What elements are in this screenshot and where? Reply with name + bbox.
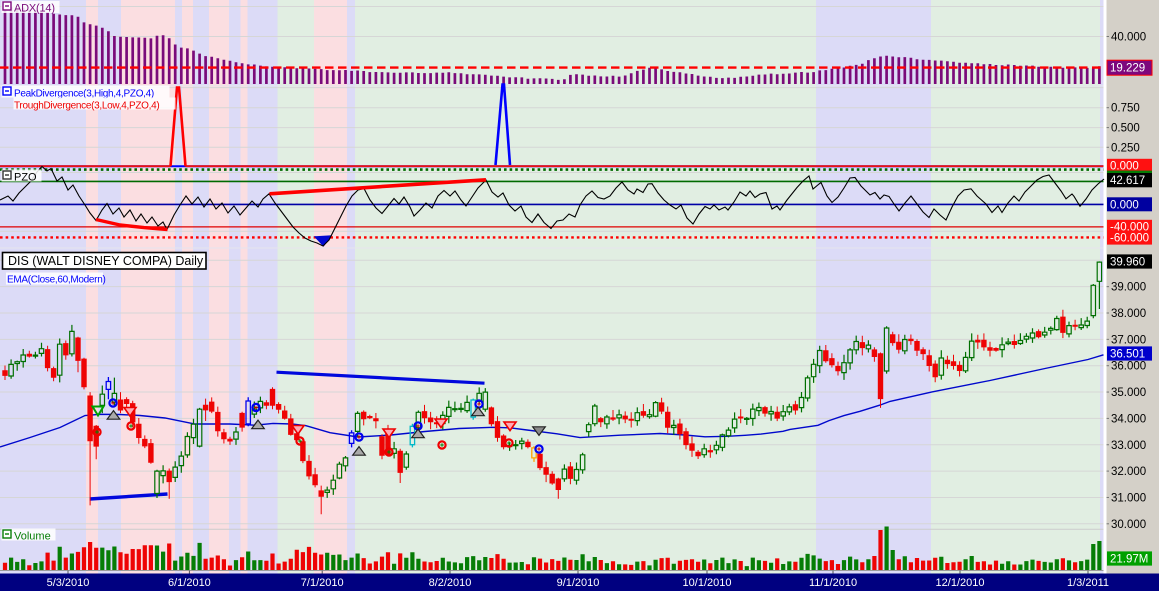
svg-text:36.000: 36.000 bbox=[1111, 361, 1146, 373]
svg-text:0.500: 0.500 bbox=[1111, 123, 1140, 135]
svg-text:EMA(Close,60,Modern): EMA(Close,60,Modern) bbox=[7, 275, 105, 286]
svg-text:-40.000: -40.000 bbox=[1110, 222, 1149, 234]
svg-text:40.000: 40.000 bbox=[1111, 32, 1146, 44]
svg-text:TroughDivergence(3,Low,4,PZO,4: TroughDivergence(3,Low,4,PZO,4) bbox=[14, 101, 159, 112]
svg-text:10/1/2010: 10/1/2010 bbox=[683, 577, 732, 589]
svg-text:DIS (WALT DISNEY COMPA) Daily: DIS (WALT DISNEY COMPA) Daily bbox=[8, 254, 204, 268]
svg-text:12/1/2010: 12/1/2010 bbox=[936, 577, 985, 589]
svg-text:32.000: 32.000 bbox=[1111, 466, 1146, 478]
svg-text:1/3/2011: 1/3/2011 bbox=[1067, 577, 1109, 589]
svg-text:PeakDivergence(3,High,4,PZO,4): PeakDivergence(3,High,4,PZO,4) bbox=[14, 89, 154, 100]
svg-text:5/3/2010: 5/3/2010 bbox=[47, 577, 90, 589]
svg-text:31.000: 31.000 bbox=[1111, 492, 1146, 504]
svg-text:39.960: 39.960 bbox=[1110, 257, 1145, 269]
svg-text:Volume: Volume bbox=[14, 531, 51, 543]
svg-text:7/1/2010: 7/1/2010 bbox=[301, 577, 344, 589]
svg-text:0.000: 0.000 bbox=[1110, 161, 1139, 173]
svg-text:ADX(14): ADX(14) bbox=[14, 3, 55, 15]
svg-text:19.229: 19.229 bbox=[1110, 63, 1145, 75]
svg-text:21.97M: 21.97M bbox=[1110, 554, 1148, 566]
svg-text:34.000: 34.000 bbox=[1111, 413, 1146, 425]
svg-text:6/1/2010: 6/1/2010 bbox=[168, 577, 211, 589]
svg-text:37.000: 37.000 bbox=[1111, 334, 1146, 346]
svg-text:0.750: 0.750 bbox=[1111, 103, 1140, 115]
svg-text:9/1/2010: 9/1/2010 bbox=[557, 577, 600, 589]
svg-text:-60.000: -60.000 bbox=[1110, 233, 1149, 245]
svg-text:30.000: 30.000 bbox=[1111, 519, 1146, 531]
svg-text:8/2/2010: 8/2/2010 bbox=[429, 577, 472, 589]
svg-text:11/1/2010: 11/1/2010 bbox=[809, 577, 857, 589]
svg-text:0.000: 0.000 bbox=[1110, 199, 1139, 211]
svg-text:42.617: 42.617 bbox=[1110, 175, 1145, 187]
svg-text:36.501: 36.501 bbox=[1110, 349, 1145, 361]
svg-text:39.000: 39.000 bbox=[1111, 282, 1146, 294]
svg-text:0.250: 0.250 bbox=[1111, 142, 1140, 154]
svg-text:35.000: 35.000 bbox=[1111, 387, 1146, 399]
svg-text:33.000: 33.000 bbox=[1111, 440, 1146, 452]
svg-text:38.000: 38.000 bbox=[1111, 308, 1146, 320]
svg-text:PZO: PZO bbox=[14, 172, 37, 184]
